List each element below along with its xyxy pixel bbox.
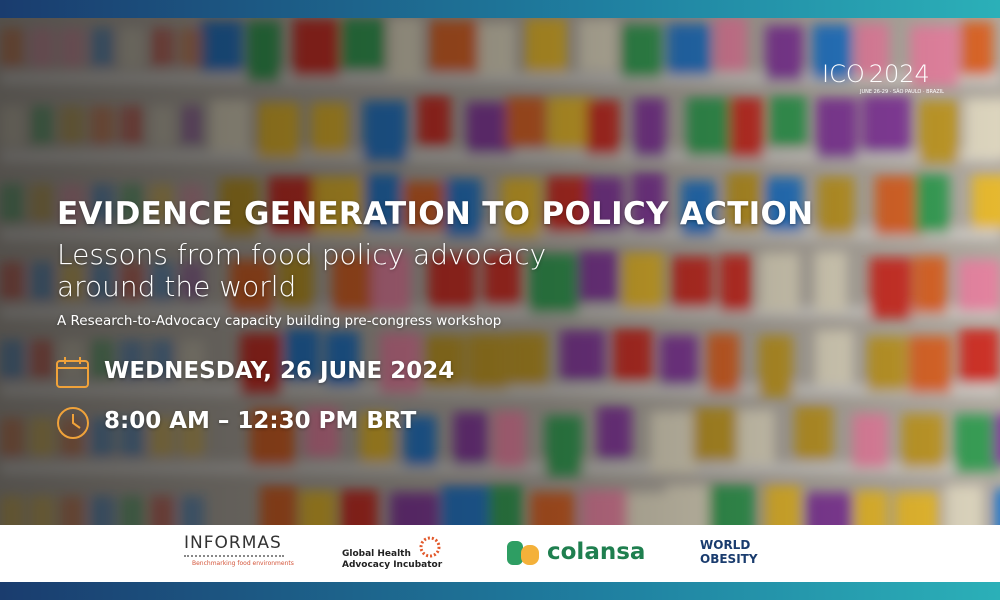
- partner-name-line: OBESITY: [700, 552, 758, 566]
- partner-band: INFORMAS Benchmarking food environments …: [0, 525, 1000, 582]
- event-logo-details: JUNE 26-29 · SÃO PAULO · BRAZIL: [860, 89, 944, 95]
- background-photo: [0, 18, 1000, 525]
- subtitle: around the world: [57, 270, 297, 303]
- event-logo-year: 2024: [868, 60, 930, 88]
- partner-name-line: Global Health: [342, 549, 411, 559]
- subtitle: Lessons from food policy advocacy: [57, 238, 547, 271]
- overlay: [0, 18, 1000, 525]
- calendar-icon: [56, 357, 89, 388]
- colansa-icon: [507, 541, 539, 565]
- partner-name: WORLD OBESITY: [700, 538, 758, 566]
- supermarket-shelves: [0, 18, 1000, 525]
- bottom-bar: [0, 582, 1000, 600]
- event-logo-name: ICO: [822, 60, 865, 88]
- partner-name: INFORMAS: [184, 533, 282, 553]
- headline: EVIDENCE GENERATION TO POLICY ACTION: [57, 196, 814, 232]
- partner-name: colansa: [547, 539, 646, 565]
- event-logo: ICO 2024 JUNE 26-29 · SÃO PAULO · BRAZIL: [822, 60, 944, 95]
- event-date: WEDNESDAY, 26 JUNE 2024: [104, 358, 455, 384]
- tagline: A Research-to-Advocacy capacity building…: [57, 313, 502, 329]
- partner-name-line: Advocacy Incubator: [342, 560, 443, 570]
- partner-tagline: Benchmarking food environments: [192, 560, 294, 567]
- clock-icon: [57, 407, 89, 439]
- event-time: 8:00 AM – 12:30 PM BRT: [104, 408, 417, 434]
- partner-name-line: WORLD: [700, 538, 751, 552]
- top-bar: [0, 0, 1000, 18]
- partner-rule: [184, 555, 284, 557]
- ghai-icon: [419, 536, 441, 558]
- partner-name: Global Health Advocacy Incubator: [342, 549, 442, 571]
